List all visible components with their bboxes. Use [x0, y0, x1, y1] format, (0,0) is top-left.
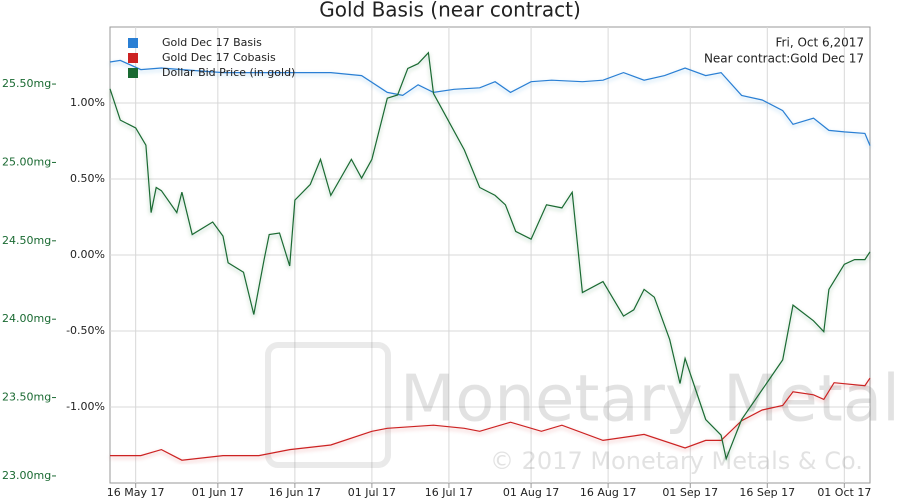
legend-label: Gold Dec 17 Basis — [162, 36, 262, 49]
chart-title: Gold Basis (near contract) — [319, 0, 581, 22]
y-tick-label: -0.50% — [66, 324, 105, 337]
x-tick-label: 16 Sep 17 — [739, 486, 795, 499]
x-tick-label: 01 Jun 17 — [192, 486, 244, 499]
watermark-text: Monetary Metals — [400, 363, 900, 437]
y2-tick-label: 24.50mg — [2, 234, 51, 247]
y-tick-label: 0.00% — [70, 248, 105, 261]
series-line — [109, 51, 871, 461]
annotation: Near contract:Gold Dec 17 — [704, 52, 864, 66]
y2-tick-label: 25.00mg — [2, 155, 51, 168]
lines — [109, 51, 871, 461]
x-tick-label: 01 Aug 17 — [503, 486, 559, 499]
watermark-copyright: © 2017 Monetary Metals & Co. — [490, 447, 863, 475]
y-tick-label: 1.00% — [70, 96, 105, 109]
x-tick-label: 16 May 17 — [107, 486, 165, 499]
legend-swatch — [128, 68, 138, 78]
watermark-logo — [265, 342, 391, 468]
x-tick-label: 01 Jul 17 — [348, 486, 396, 499]
legend: Gold Dec 17 Basis Gold Dec 17 Cobasis Doll… — [128, 36, 295, 79]
series-line — [109, 59, 871, 146]
y2-tick-label: 23.00mg — [2, 469, 51, 482]
x-tick-label: 01 Oct 17 — [817, 486, 871, 499]
y2-tick-label: 24.00mg — [2, 312, 51, 325]
y-tick-label: -1.00% — [66, 400, 105, 413]
x-tick-label: 16 Aug 17 — [580, 486, 636, 499]
watermark: Monetary Metals © 2017 Monetary Metals &… — [265, 342, 900, 475]
x-tick-label: 16 Jun 17 — [269, 486, 321, 499]
x-tick-label: 16 Jul 17 — [425, 486, 473, 499]
legend-swatch — [128, 53, 138, 63]
x-tick-label: 01 Sep 17 — [662, 486, 718, 499]
legend-label: Gold Dec 17 Cobasis — [162, 51, 276, 64]
annotation: Fri, Oct 6,2017 — [776, 36, 864, 50]
legend-label: Dollar Bid Price (in gold) — [162, 66, 295, 79]
series-line — [110, 377, 871, 461]
legend-swatch — [128, 38, 138, 48]
y2-tick-label: 23.50mg — [2, 391, 51, 404]
y2-tick-label: 25.50mg — [2, 77, 51, 90]
y-tick-label: 0.50% — [70, 172, 105, 185]
